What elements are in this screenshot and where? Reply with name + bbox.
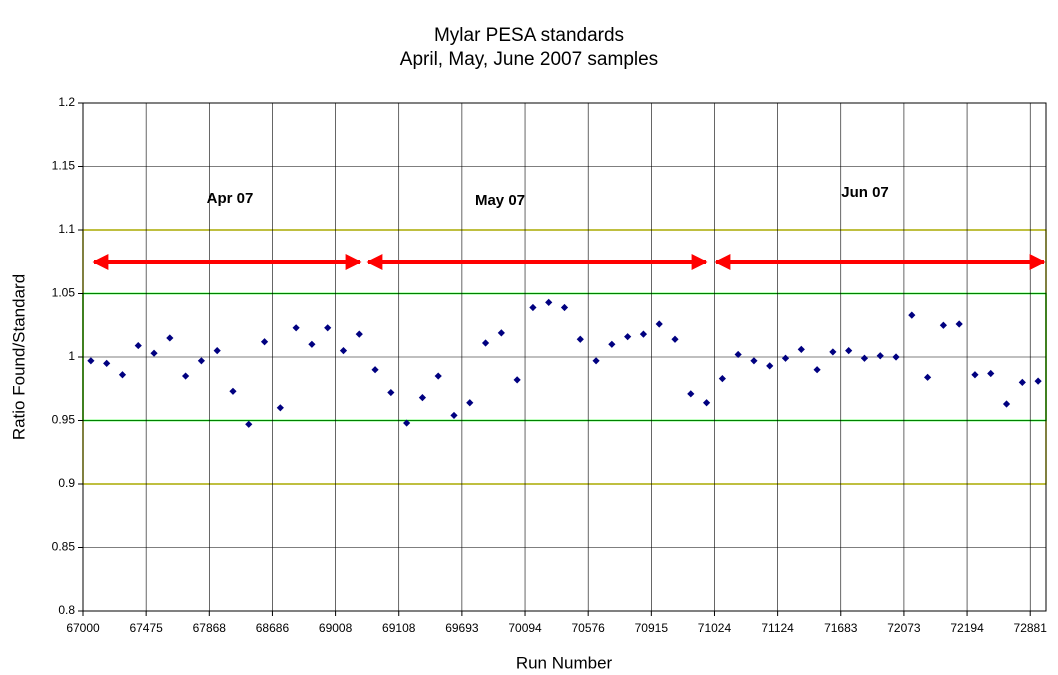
point xyxy=(434,372,442,380)
x-tick-label: 67868 xyxy=(193,621,227,635)
point xyxy=(371,366,379,374)
x-tick-label: 72194 xyxy=(950,621,984,635)
y-tick-label: 1.2 xyxy=(58,95,75,109)
point xyxy=(324,324,332,332)
point xyxy=(150,349,158,357)
point xyxy=(845,347,853,355)
point xyxy=(750,357,758,365)
point xyxy=(276,404,284,412)
y-tick-label: 0.9 xyxy=(58,476,75,490)
point xyxy=(466,399,474,407)
point xyxy=(513,376,521,384)
x-tick-label: 69693 xyxy=(445,621,479,635)
x-tick-label: 71683 xyxy=(824,621,858,635)
point xyxy=(87,357,95,365)
x-tick-label: 70915 xyxy=(635,621,669,635)
chart-subtitle: April, May, June 2007 samples xyxy=(400,49,658,70)
point xyxy=(624,333,632,341)
point xyxy=(939,321,947,329)
point xyxy=(608,340,616,348)
point xyxy=(1034,377,1042,385)
point xyxy=(197,357,206,365)
annotation: May 07 xyxy=(475,192,525,209)
x-tick-label: 67000 xyxy=(66,621,100,635)
point xyxy=(213,347,221,355)
point xyxy=(134,341,142,350)
point xyxy=(687,390,695,398)
point xyxy=(387,388,395,397)
annotation: Jun 07 xyxy=(841,184,889,201)
point xyxy=(955,320,963,328)
x-tick-label: 69108 xyxy=(382,621,416,635)
y-tick-label: 1.05 xyxy=(52,286,76,300)
point xyxy=(797,345,805,353)
point xyxy=(1002,400,1011,408)
point xyxy=(702,399,711,407)
y-tick-label: 0.95 xyxy=(52,413,76,427)
x-tick-label: 69008 xyxy=(319,621,353,635)
y-tick-label: 0.85 xyxy=(52,540,76,554)
point xyxy=(339,347,348,355)
point xyxy=(260,338,269,346)
point xyxy=(829,348,837,356)
x-tick-label: 71024 xyxy=(698,621,732,635)
x-axis-label: Run Number xyxy=(516,653,613,672)
point xyxy=(671,335,679,343)
point xyxy=(734,350,742,359)
point xyxy=(418,394,427,402)
y-tick-label: 1.15 xyxy=(52,159,76,173)
point xyxy=(545,298,553,306)
point xyxy=(987,369,995,378)
plot-frame xyxy=(82,102,1047,612)
x-tick-label: 72073 xyxy=(887,621,921,635)
point xyxy=(892,353,900,361)
point xyxy=(639,330,648,338)
point xyxy=(923,373,932,381)
point xyxy=(245,420,253,428)
point xyxy=(481,339,490,347)
x-tick-label: 68686 xyxy=(256,621,290,635)
x-tick-label: 72881 xyxy=(1014,621,1048,635)
x-tick-label: 70094 xyxy=(508,621,542,635)
point xyxy=(576,335,584,343)
point xyxy=(860,354,869,362)
point xyxy=(876,352,884,360)
point xyxy=(308,340,316,348)
point xyxy=(403,419,411,427)
chart-title: Mylar PESA standards xyxy=(434,25,624,46)
annotation: Apr 07 xyxy=(207,190,254,207)
x-tick-label: 71124 xyxy=(761,621,794,635)
y-tick-label: 1 xyxy=(68,349,75,363)
y-tick-label: 0.8 xyxy=(58,603,75,617)
point xyxy=(355,330,363,338)
point xyxy=(1018,378,1026,386)
x-tick-label: 67475 xyxy=(129,621,163,635)
point xyxy=(718,374,726,383)
point xyxy=(813,366,821,374)
point xyxy=(182,372,190,380)
point xyxy=(529,303,537,312)
y-axis-label: Ratio Found/Standard xyxy=(9,274,28,440)
point xyxy=(971,371,979,379)
point xyxy=(497,329,505,337)
point xyxy=(781,354,790,362)
plot-area: 0.8 0.85 0.9 0.95 1 1.05 1.1 1.15 1.2 67000 67475 6… xyxy=(52,95,1048,635)
point xyxy=(166,334,174,342)
point xyxy=(592,357,600,365)
point xyxy=(292,324,300,332)
y-tick-label: 1.1 xyxy=(58,222,75,236)
point xyxy=(118,371,127,379)
point xyxy=(103,359,111,367)
point xyxy=(766,362,774,370)
point xyxy=(229,387,237,395)
point xyxy=(655,320,663,328)
point xyxy=(908,311,916,319)
point xyxy=(560,303,569,312)
point xyxy=(450,411,458,420)
x-tick-label: 70576 xyxy=(571,621,605,635)
